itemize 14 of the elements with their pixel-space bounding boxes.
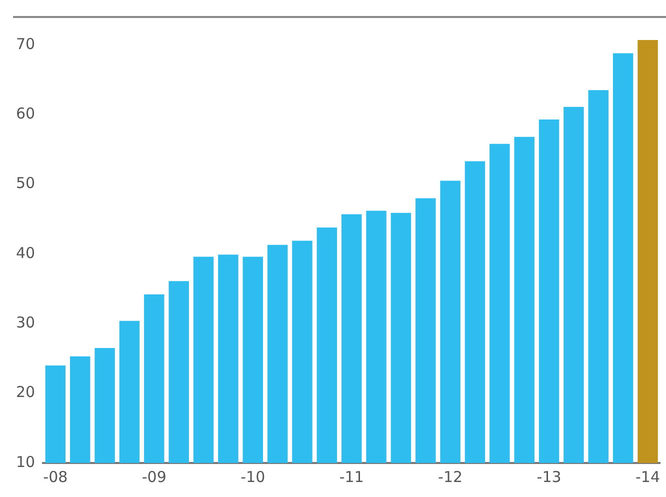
y-tick-label: 30 (16, 314, 36, 332)
y-tick-label: 50 (16, 174, 36, 192)
x-tick-label: -10 (240, 468, 266, 486)
y-tick-label: 60 (16, 104, 36, 122)
y-tick-label: 20 (16, 383, 36, 402)
x-tick-label: -14 (636, 468, 660, 486)
y-tick-label: 10 (16, 452, 36, 471)
y-tick-label: 40 (16, 244, 36, 262)
y-tick-label: 70 (16, 34, 36, 53)
x-tick-label: -12 (438, 468, 463, 486)
x-tick-label: -13 (536, 468, 562, 486)
x-tick-label: -08 (43, 468, 68, 486)
x-tick-label: -09 (142, 468, 166, 486)
x-tick-label: -11 (339, 468, 364, 486)
